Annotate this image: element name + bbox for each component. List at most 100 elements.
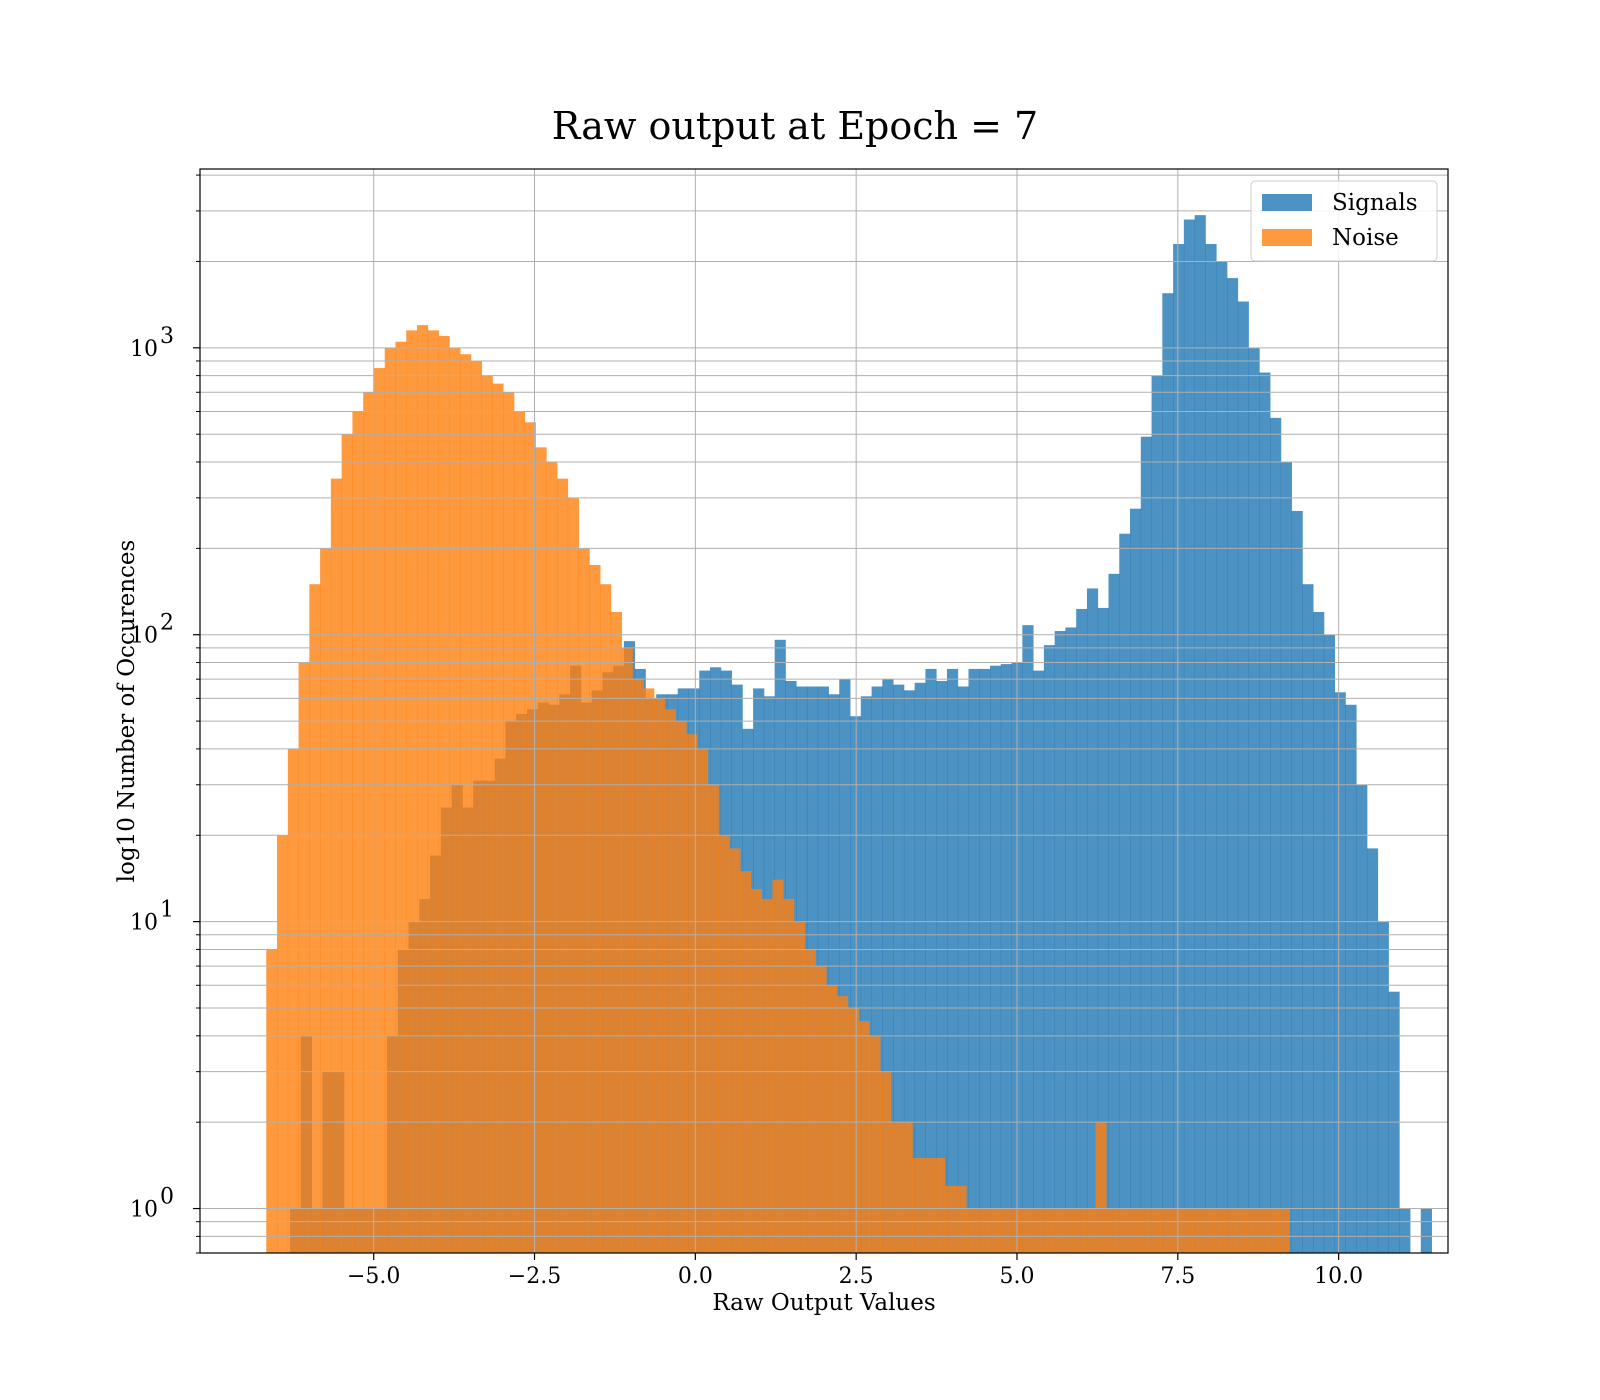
histogram-bar xyxy=(664,709,676,1253)
x-tick-label: 5.0 xyxy=(999,1264,1034,1289)
histogram-bar xyxy=(567,497,579,1254)
histogram-bar xyxy=(1334,692,1346,1253)
histogram-bar xyxy=(1138,1208,1150,1253)
histogram-bar xyxy=(1399,1208,1411,1253)
histogram-bar xyxy=(914,682,926,1253)
y-tick-label: 10 xyxy=(130,1198,158,1223)
histogram-bar xyxy=(1356,784,1368,1253)
histogram-bar xyxy=(1162,293,1174,1254)
histogram-bar xyxy=(871,686,883,1253)
histogram-bar xyxy=(610,612,623,1253)
histogram-bar xyxy=(707,784,719,1253)
histogram-bar xyxy=(1170,1208,1183,1253)
y-tick-label: 10 xyxy=(130,624,158,649)
histogram-bar xyxy=(740,871,752,1253)
histogram-bar xyxy=(1097,607,1109,1253)
plot-frame xyxy=(199,168,1449,1254)
histogram-bar xyxy=(1033,670,1045,1253)
histogram-bar xyxy=(750,888,763,1253)
histogram-bar xyxy=(946,668,959,1253)
x-tick-label: −5.0 xyxy=(347,1264,400,1289)
histogram-bar xyxy=(729,848,741,1253)
histogram-bar xyxy=(1022,625,1034,1253)
histogram-bar xyxy=(1020,1208,1032,1253)
histogram-bar xyxy=(643,688,655,1253)
histogram-bar xyxy=(1226,278,1239,1254)
histogram-bar xyxy=(1313,612,1325,1253)
histogram-bar xyxy=(847,1008,859,1253)
histogram-bar xyxy=(697,748,709,1253)
histogram-bar xyxy=(890,1122,903,1253)
histogram-bar xyxy=(1117,1208,1129,1253)
histogram-bar xyxy=(557,478,569,1253)
histogram-bar xyxy=(1084,1208,1096,1253)
histogram-bar xyxy=(686,734,698,1253)
histogram-bar xyxy=(1095,1122,1107,1253)
histogram-bar xyxy=(1041,1208,1053,1253)
histogram-bar xyxy=(460,354,472,1254)
x-tick-label: 10.0 xyxy=(1314,1264,1363,1289)
histogram-bar xyxy=(923,1158,935,1253)
histogram-bar xyxy=(1160,1208,1172,1253)
histogram-bar xyxy=(277,835,289,1253)
histogram-bar xyxy=(804,949,816,1253)
histogram-bar xyxy=(1183,219,1196,1253)
histogram-bar xyxy=(363,392,375,1253)
histogram-bar xyxy=(1213,1208,1226,1253)
histogram-bar xyxy=(936,680,948,1253)
legend-swatch-noise xyxy=(1262,229,1312,246)
histogram-bar xyxy=(826,985,838,1253)
histogram-bar xyxy=(675,721,687,1253)
histogram-bar xyxy=(427,330,439,1253)
histogram-bar xyxy=(966,1208,978,1253)
histogram-bar xyxy=(1149,1208,1161,1253)
histogram-bar xyxy=(1065,627,1077,1253)
legend: Signals Noise xyxy=(1250,180,1438,262)
histogram-bar xyxy=(718,835,730,1253)
histogram-bar xyxy=(1181,1208,1193,1253)
histogram-bar xyxy=(1009,1208,1021,1253)
histogram-bar xyxy=(944,1185,956,1253)
histogram-bar xyxy=(1420,1208,1432,1253)
histogram-bar xyxy=(828,694,840,1253)
histogram-bar xyxy=(912,1158,924,1253)
histogram-bar xyxy=(858,1021,870,1253)
histogram-bar xyxy=(395,341,407,1253)
histogram-bar xyxy=(481,375,493,1253)
histogram-bar xyxy=(524,422,536,1253)
x-axis-label: Raw Output Values xyxy=(712,1290,935,1316)
histogram-bar xyxy=(979,668,991,1253)
histogram-bar xyxy=(977,1208,989,1253)
histogram-bar xyxy=(1267,1208,1279,1253)
histogram-bar xyxy=(869,1035,881,1253)
histogram-bar xyxy=(1345,704,1357,1253)
histogram-bar xyxy=(1108,573,1120,1253)
histogram-bar xyxy=(1076,608,1088,1253)
histogram-bar xyxy=(1235,1208,1247,1253)
histogram-bar xyxy=(837,996,849,1253)
histogram-bar xyxy=(287,748,299,1253)
histogram-bar xyxy=(535,447,547,1253)
histogram-bar xyxy=(1151,375,1163,1253)
histogram-bar xyxy=(850,716,862,1253)
histogram-bar xyxy=(880,1071,892,1253)
histogram-bar xyxy=(1054,631,1066,1253)
histogram-bar xyxy=(903,690,916,1253)
histogram-bar xyxy=(1106,1208,1118,1253)
histogram-bar xyxy=(955,1185,967,1253)
histogram-bar xyxy=(330,478,343,1253)
histogram-bar xyxy=(1280,461,1292,1253)
histogram-bar xyxy=(1073,1208,1086,1253)
histogram-bar xyxy=(589,565,601,1253)
histogram-bar xyxy=(783,898,795,1253)
legend-label-signals: Signals xyxy=(1332,190,1418,216)
histogram-bar xyxy=(449,347,461,1253)
histogram-bar xyxy=(1052,1208,1064,1253)
histogram-bar xyxy=(761,898,773,1253)
histogram-bar xyxy=(513,411,526,1254)
histogram-bar xyxy=(793,921,806,1253)
histogram-bar xyxy=(1256,1208,1269,1253)
histogram-bar xyxy=(1377,921,1389,1253)
histogram-bar xyxy=(578,548,590,1253)
